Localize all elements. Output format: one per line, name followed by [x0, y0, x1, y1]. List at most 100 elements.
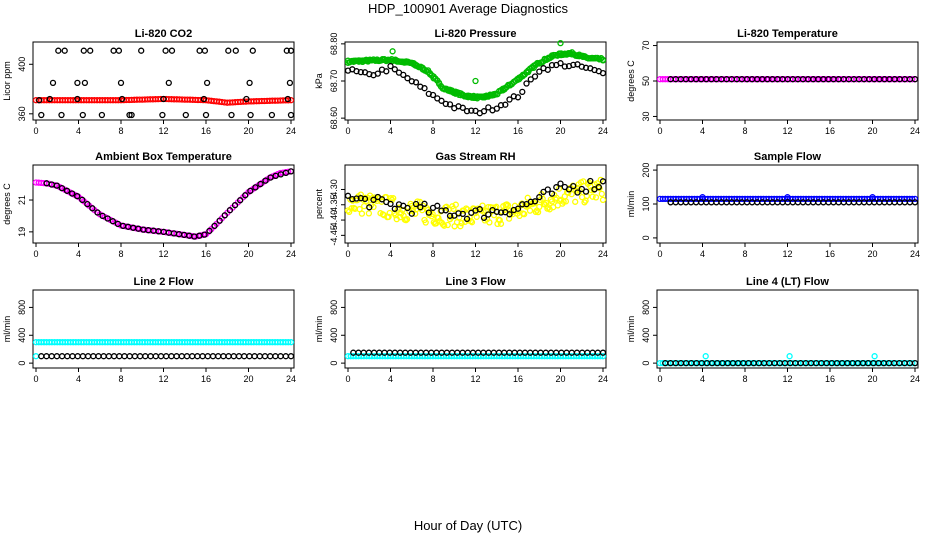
- series-black: [350, 349, 607, 356]
- data-point: [911, 76, 919, 83]
- data-point: [344, 192, 352, 199]
- data-point: [531, 198, 539, 205]
- data-point: [252, 184, 259, 191]
- data-point: [911, 195, 919, 203]
- data-point: [429, 210, 436, 218]
- series-black-base: [36, 95, 291, 104]
- data-point: [178, 353, 185, 360]
- data-point: [46, 95, 53, 103]
- data-point: [268, 111, 276, 119]
- data-point: [163, 353, 170, 360]
- panel-9: Line 4 (LT) Flow 0 4 8 12 16 20 24 0 400 800 ml/min: [626, 276, 920, 384]
- series-red: [32, 95, 295, 106]
- data-point: [599, 69, 607, 77]
- data-point: [452, 201, 459, 208]
- x-tick-label: 16: [825, 126, 835, 136]
- data-point: [81, 79, 89, 87]
- series-black-mid: [49, 79, 294, 87]
- x-tick-label: 8: [430, 126, 435, 136]
- data-point: [871, 353, 878, 360]
- x-tick-label: 4: [76, 374, 81, 384]
- data-point: [370, 196, 377, 203]
- data-point: [200, 95, 208, 103]
- panel-title: Ambient Box Temperature: [95, 151, 232, 163]
- x-tick-label: 20: [555, 126, 565, 136]
- data-point: [74, 192, 81, 200]
- x-tick-label: 12: [158, 126, 168, 136]
- y-axis-label: ml/min: [626, 316, 636, 343]
- data-point: [74, 79, 81, 87]
- data-point: [572, 198, 579, 205]
- series-black: [667, 76, 919, 83]
- x-tick-label: 24: [286, 126, 296, 136]
- x-tick-label: 24: [910, 249, 920, 259]
- data-point: [183, 353, 191, 360]
- data-point: [55, 47, 62, 54]
- data-point: [485, 211, 492, 218]
- y-tick-label: 50: [641, 76, 651, 86]
- data-point: [458, 220, 465, 227]
- data-point: [249, 47, 256, 54]
- data-point: [201, 47, 209, 54]
- data-point: [446, 212, 454, 219]
- x-tick-label: 12: [782, 126, 792, 136]
- x-tick-label: 4: [76, 126, 81, 136]
- data-point: [182, 111, 189, 119]
- data-point: [58, 353, 66, 360]
- panel-7: Line 2 Flow 0 4 8 12 16 20 24 0 400 800 ml/min: [2, 276, 296, 384]
- x-tick-label: 8: [118, 126, 123, 136]
- data-point: [142, 353, 149, 360]
- data-point: [455, 210, 462, 217]
- data-point: [523, 80, 530, 87]
- data-point: [79, 196, 86, 204]
- data-point: [459, 104, 466, 111]
- panel-title: Gas Stream RH: [435, 151, 515, 163]
- data-point: [95, 353, 102, 360]
- data-point: [480, 214, 488, 221]
- y-tick-label: -4.35: [329, 195, 339, 216]
- x-tick-label: 20: [867, 126, 877, 136]
- data-point: [587, 177, 594, 185]
- y-axis-label: Licor ppm: [2, 61, 12, 101]
- data-point: [74, 353, 81, 360]
- data-point: [444, 221, 451, 229]
- x-tick-label: 24: [910, 374, 920, 384]
- x-tick-label: 20: [243, 249, 253, 259]
- data-point: [417, 204, 424, 211]
- x-tick-label: 24: [910, 126, 920, 136]
- x-tick-label: 12: [470, 126, 480, 136]
- data-point: [434, 202, 441, 209]
- data-point: [203, 79, 211, 87]
- series-magenta: [32, 168, 295, 240]
- data-point: [206, 227, 213, 234]
- data-point: [580, 178, 587, 185]
- data-point: [114, 220, 122, 228]
- data-point: [232, 47, 239, 54]
- data-point: [49, 79, 57, 87]
- x-tick-label: 8: [118, 249, 123, 259]
- data-point: [505, 215, 513, 222]
- data-point: [506, 96, 513, 103]
- data-point: [241, 353, 248, 360]
- panel-1: Li-820 CO2 0 4 8 12 16 20 24 360 400 Licor ppm: [2, 28, 296, 136]
- data-point: [472, 77, 479, 85]
- data-point: [165, 79, 172, 87]
- y-tick-label: 800: [641, 300, 651, 315]
- y-axis-label: kPa: [314, 73, 324, 89]
- series-cyan-outliers: [702, 353, 878, 360]
- data-point: [74, 95, 81, 103]
- series-green: [344, 49, 607, 102]
- data-point: [527, 76, 534, 83]
- x-tick-label: 4: [388, 374, 393, 384]
- data-point: [98, 111, 106, 119]
- data-point: [438, 97, 445, 104]
- x-tick-label: 12: [470, 374, 480, 384]
- data-point: [489, 204, 497, 211]
- x-tick-label: 24: [598, 249, 608, 259]
- data-point: [442, 100, 449, 108]
- data-point: [89, 205, 96, 212]
- data-point: [548, 61, 556, 69]
- data-point: [115, 47, 123, 54]
- data-point: [251, 353, 258, 360]
- data-point: [429, 91, 437, 99]
